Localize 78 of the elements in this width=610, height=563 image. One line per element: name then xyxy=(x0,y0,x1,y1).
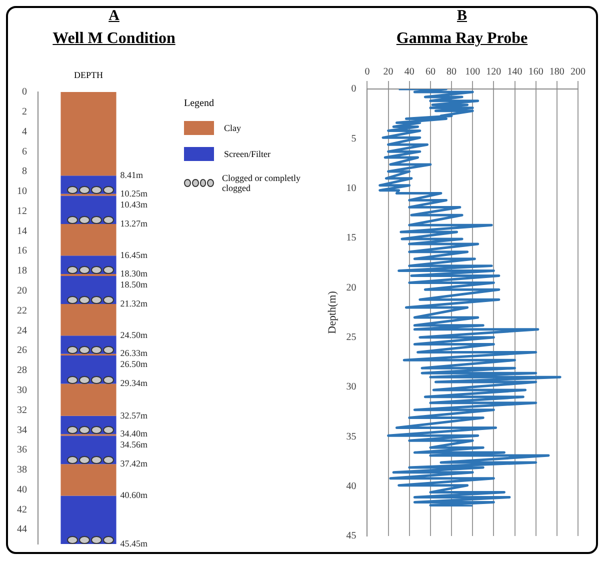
bar xyxy=(60,464,116,496)
y-tick-label: 42 xyxy=(17,504,27,516)
x-tick-label: 180 xyxy=(549,66,564,78)
y-tick-label: 40 xyxy=(346,480,356,492)
y-tick-label: 5 xyxy=(351,133,356,144)
y-tick-label: 26 xyxy=(17,345,27,356)
x-tick-label: 60 xyxy=(425,66,436,78)
x-tick-label: 160 xyxy=(528,66,544,78)
y-tick-label: 34 xyxy=(17,424,27,436)
x-tick-label: 40 xyxy=(404,66,414,78)
y-tick-label: 38 xyxy=(17,464,27,476)
text: 37.42m xyxy=(120,458,148,468)
y-tick-label: 12 xyxy=(17,206,27,217)
text: 10.25m xyxy=(120,188,148,198)
text: 18.50m xyxy=(120,279,148,290)
y-tick-label: 30 xyxy=(346,382,356,393)
text: Clogged or completly clogged xyxy=(222,173,302,193)
y-tick-label: 2 xyxy=(22,106,27,118)
y-tick-label: 25 xyxy=(346,332,356,343)
y-tick-label: 32 xyxy=(17,404,27,416)
text: 32.57m xyxy=(120,410,148,420)
text: 34.56m xyxy=(120,439,148,450)
y-tick-label: 20 xyxy=(17,286,27,297)
chart-title: A xyxy=(108,8,120,25)
y-tick-label: 44 xyxy=(17,524,27,536)
y-tick-label: 22 xyxy=(17,305,27,316)
y-tick-label: 4 xyxy=(22,126,27,138)
text: 29.34m xyxy=(120,378,148,388)
x-tick-label: 80 xyxy=(446,66,457,78)
y-tick-label: 36 xyxy=(17,444,27,456)
y-tick-label: 24 xyxy=(17,325,27,336)
y-tick-label: 14 xyxy=(17,226,27,237)
bar xyxy=(60,304,116,336)
y-tick-label: 40 xyxy=(17,484,27,496)
chart-subtitle: Gamma Ray Probe xyxy=(395,30,529,48)
text: 40.60m xyxy=(120,490,148,500)
text: 26.50m xyxy=(120,359,148,370)
chart-subtitle: Well M Condition xyxy=(52,30,176,48)
bar xyxy=(60,384,116,416)
chart-title: B xyxy=(456,8,468,25)
x-tick-label: 200 xyxy=(570,66,586,78)
text: 24.50m xyxy=(120,330,148,340)
y-tick-label: 35 xyxy=(346,431,356,442)
legend-label: Screen/Filter xyxy=(224,149,270,159)
y-tick-label: 8 xyxy=(22,166,27,178)
y-axis-title: DEPTH xyxy=(74,70,103,80)
y-tick-label: 45 xyxy=(346,530,356,542)
x-tick-label: 20 xyxy=(383,66,394,78)
y-tick-label: 6 xyxy=(22,146,27,158)
bar xyxy=(60,496,116,544)
x-tick-label: 140 xyxy=(507,66,522,78)
legend-title: Legend xyxy=(184,98,215,109)
y-tick-label: 15 xyxy=(346,232,356,244)
x-tick-label: 120 xyxy=(486,66,502,78)
y-tick-label: 16 xyxy=(17,246,27,257)
text: 21.32m xyxy=(120,298,148,308)
y-tick-label: 30 xyxy=(17,384,27,396)
y-tick-label: 0 xyxy=(351,84,356,95)
text: 13.27m xyxy=(120,218,148,228)
text: 26.33m xyxy=(120,348,148,358)
y-tick-label: 10 xyxy=(17,186,27,198)
y-tick-label: 18 xyxy=(17,266,27,277)
y-axis-title: Depth(m) xyxy=(326,290,338,334)
y-tick-label: 20 xyxy=(346,282,356,294)
text: 8.41m xyxy=(120,170,144,180)
legend-label: Clay xyxy=(224,123,241,133)
x-tick-label: 0 xyxy=(364,66,370,78)
text: 10.43m xyxy=(120,199,148,210)
y-tick-label: 10 xyxy=(346,182,356,194)
text: 45.45m xyxy=(120,538,148,548)
text: 34.40m xyxy=(120,428,148,438)
bar xyxy=(60,92,116,176)
text: 18.30m xyxy=(120,268,148,278)
y-tick-label: 28 xyxy=(17,365,27,376)
y-tick-label: 0 xyxy=(22,86,27,98)
bar xyxy=(60,224,116,256)
text: 16.45m xyxy=(120,250,148,260)
x-tick-label: 100 xyxy=(465,66,480,78)
